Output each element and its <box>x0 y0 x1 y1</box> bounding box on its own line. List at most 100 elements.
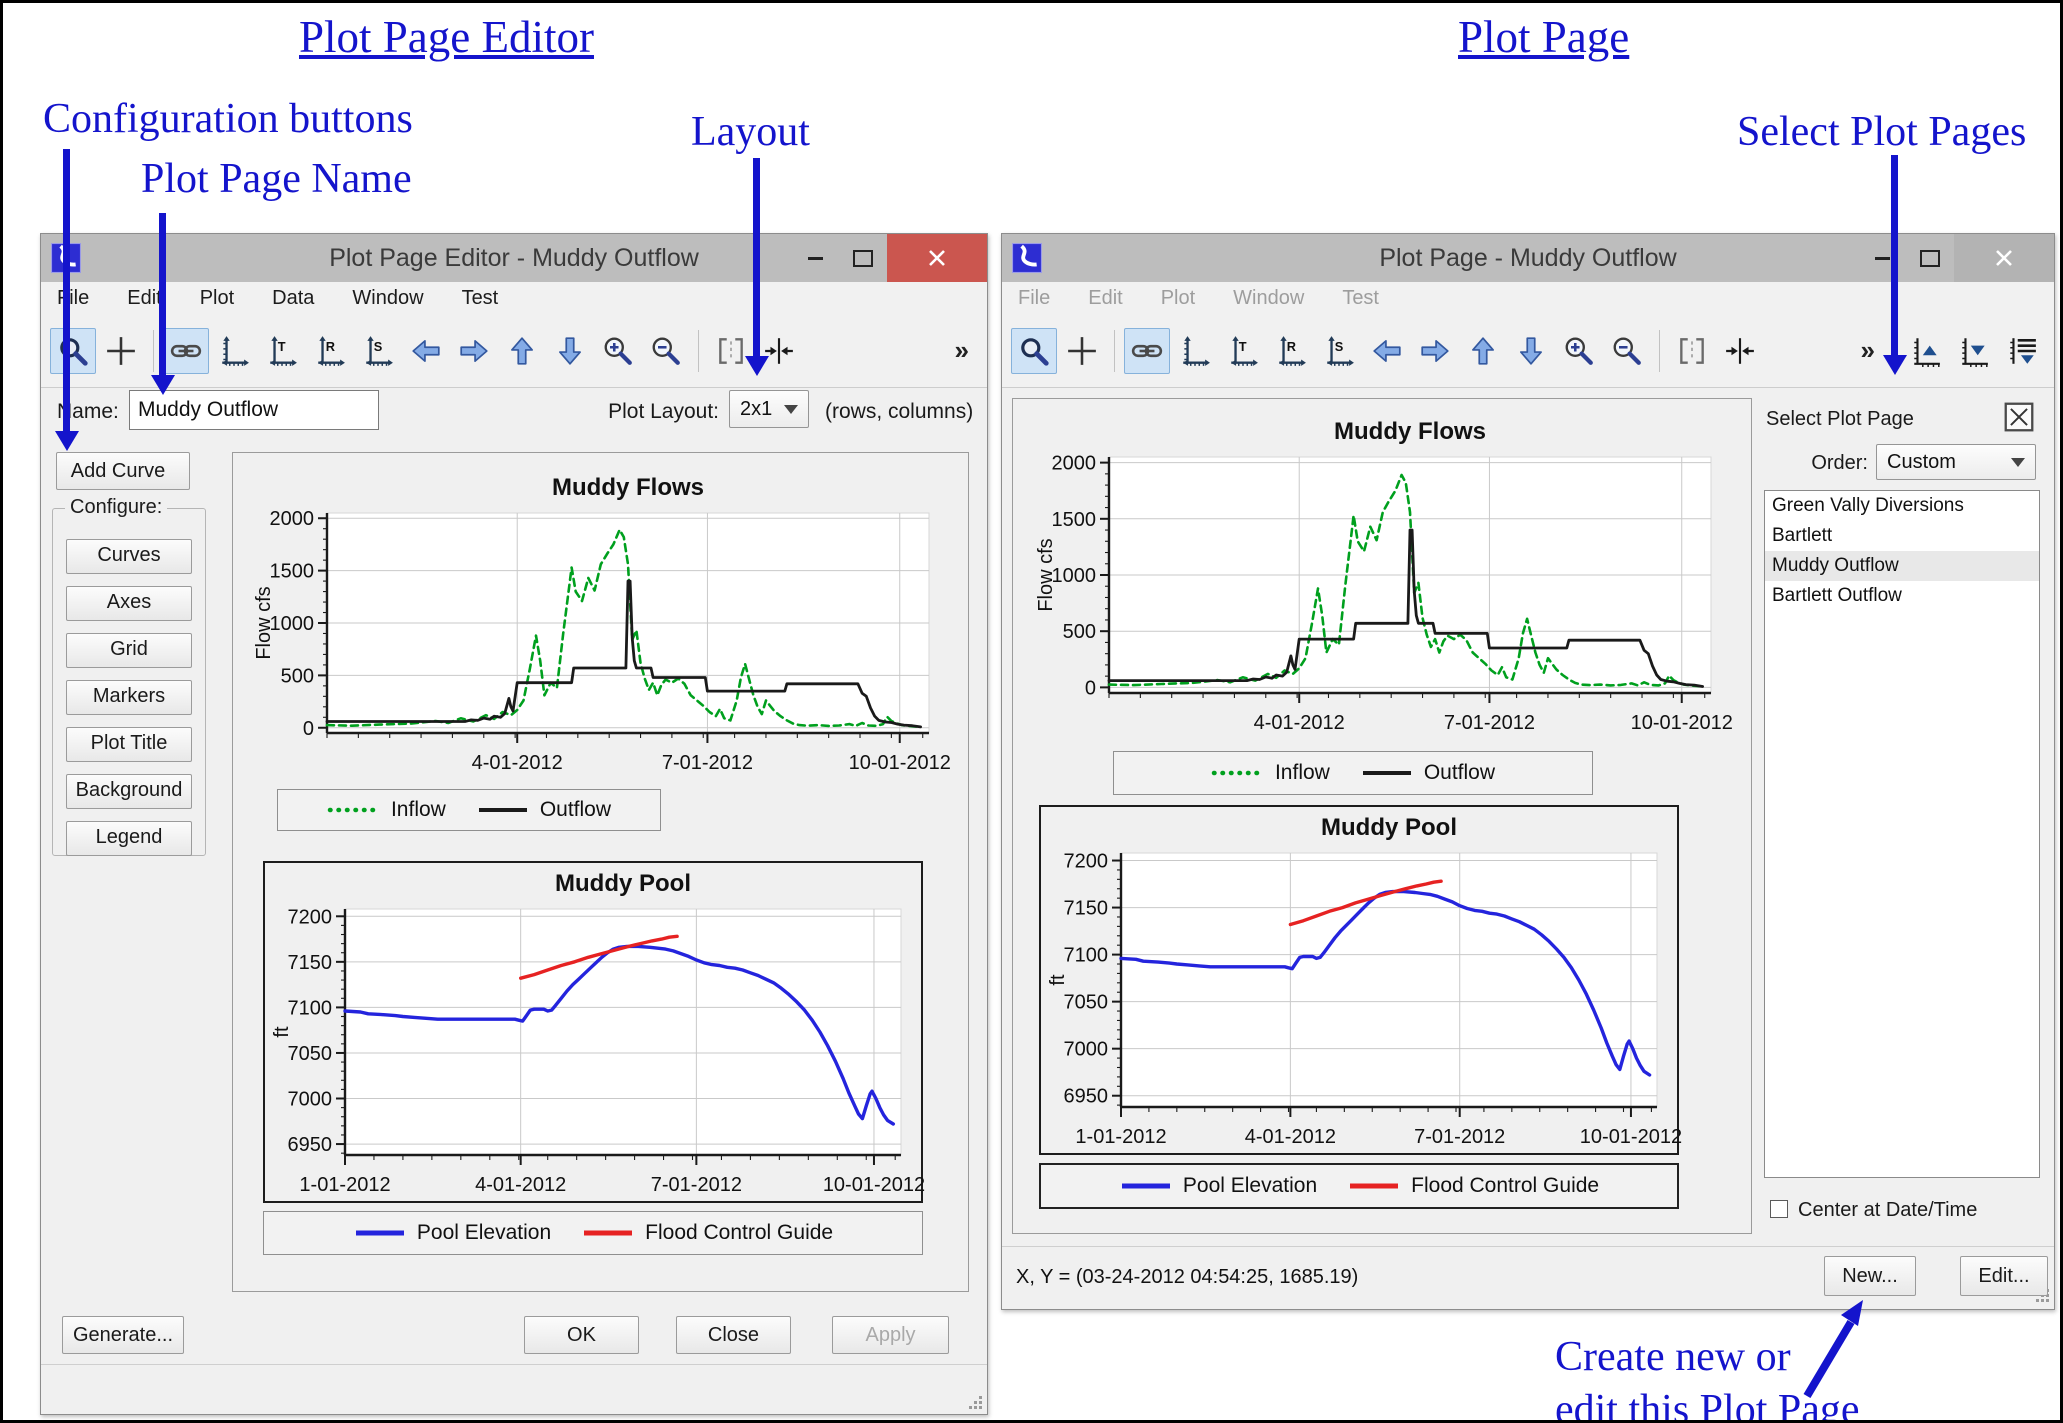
axis-scale-icon[interactable]: S <box>1316 328 1362 374</box>
config-curves-button[interactable]: Curves <box>66 539 192 574</box>
svg-text:4-01-2012: 4-01-2012 <box>1245 1126 1336 1148</box>
plot-page-item[interactable]: Bartlett <box>1772 525 1833 546</box>
pan-left-icon <box>1373 339 1401 362</box>
axis-time-icon[interactable]: T <box>1220 328 1266 374</box>
axis-range-icon[interactable]: R <box>307 328 353 374</box>
generate-button[interactable]: Generate... <box>62 1316 184 1354</box>
panel-close-button[interactable] <box>2004 402 2034 437</box>
close-button[interactable] <box>1954 234 2054 282</box>
toolbar-separator <box>698 329 699 372</box>
editor-titlebar[interactable]: Plot Page Editor - Muddy Outflow <box>41 234 987 283</box>
pan-right-icon[interactable] <box>1412 328 1458 374</box>
ok-button[interactable]: OK <box>524 1316 639 1354</box>
close-button[interactable] <box>887 234 987 282</box>
muddy-flows-chart[interactable]: 0 500 1000 1500 2000 4-01-2012 7-01-2012 10-01-… <box>1029 411 1733 739</box>
page-extents-icon[interactable] <box>708 328 754 374</box>
axis-range-icon[interactable]: R <box>1268 328 1314 374</box>
add-curve-button[interactable]: Add Curve <box>56 452 190 490</box>
fit-width-icon[interactable] <box>756 328 802 374</box>
axis-time-icon[interactable]: T <box>259 328 305 374</box>
close-box-icon <box>2004 402 2034 432</box>
axis-scale-icon[interactable]: S <box>355 328 401 374</box>
move-plot-up-icon[interactable] <box>1903 328 1949 374</box>
plot-order-list-icon[interactable] <box>1999 328 2045 374</box>
config-background-button[interactable]: Background <box>66 774 192 809</box>
center-at-datetime-checkbox[interactable] <box>1770 1200 1788 1218</box>
crosshair-icon[interactable] <box>1059 328 1105 374</box>
svg-text:Muddy Pool: Muddy Pool <box>1321 814 1457 841</box>
link-axes-icon[interactable] <box>163 327 209 374</box>
minimize-button[interactable] <box>1858 234 1906 282</box>
close-dialog-button[interactable]: Close <box>676 1316 791 1354</box>
pan-down-icon[interactable] <box>547 328 593 374</box>
menu-item-file[interactable]: File <box>57 286 90 309</box>
menu-item-window[interactable]: Window <box>352 286 424 309</box>
svg-text:1000: 1000 <box>1052 565 1097 587</box>
plot-layout-value: 2x1 <box>740 397 773 420</box>
zoom-out-icon[interactable] <box>1604 328 1650 374</box>
plot-page-item[interactable]: Muddy Outflow <box>1765 551 2039 581</box>
config-plot-title-button[interactable]: Plot Title <box>66 727 192 762</box>
menu-item-test[interactable]: Test <box>1342 286 1379 309</box>
config-axes-button[interactable]: Axes <box>66 586 192 621</box>
page-titlebar[interactable]: Plot Page - Muddy Outflow <box>1002 234 2054 283</box>
move-plot-down-icon[interactable] <box>1951 328 1997 374</box>
config-legend-button[interactable]: Legend <box>66 821 192 856</box>
axis-icon[interactable] <box>1172 328 1218 374</box>
chevron-down-icon <box>784 404 798 414</box>
maximize-button[interactable] <box>1906 234 1954 282</box>
menu-item-test[interactable]: Test <box>461 286 499 309</box>
pan-left-icon[interactable] <box>1364 328 1410 374</box>
arrow-to-new-button <box>1803 1300 1863 1399</box>
resize-grip[interactable] <box>967 1394 983 1410</box>
svg-text:500: 500 <box>281 665 314 687</box>
pointer-zoom-icon[interactable] <box>50 327 96 374</box>
pan-right-icon[interactable] <box>451 328 497 374</box>
config-markers-button[interactable]: Markers <box>66 680 192 715</box>
layout-label: Layout <box>691 109 810 155</box>
order-combo[interactable]: Custom <box>1876 444 2036 480</box>
fit-width-icon[interactable] <box>1717 328 1763 374</box>
pan-up-icon[interactable] <box>1460 328 1506 374</box>
pan-left-icon[interactable] <box>403 328 449 374</box>
muddy-pool-chart[interactable]: 6950 7000 7050 7100 7150 7200 1-01-2012 4-01-20… <box>1041 807 1682 1153</box>
crosshair-icon[interactable] <box>98 328 144 374</box>
svg-text:ft: ft <box>271 1026 293 1038</box>
plot-page-item[interactable]: Bartlett Outflow <box>1772 585 1902 606</box>
menu-item-edit[interactable]: Edit <box>1088 286 1123 309</box>
muddy-pool-chart[interactable]: 6950 7000 7050 7100 7150 7200 1-01-2012 4-01-20… <box>265 863 925 1201</box>
menu-item-plot[interactable]: Plot <box>1160 286 1196 309</box>
muddy-flows-chart[interactable]: 0 500 1000 1500 2000 4-01-2012 7-01-2012 10-01-… <box>247 467 951 779</box>
page-extents-icon[interactable] <box>1669 328 1715 374</box>
legend-swatch-icon <box>584 1230 633 1236</box>
maximize-button[interactable] <box>839 234 887 282</box>
menu-item-window[interactable]: Window <box>1233 286 1305 309</box>
pan-down-icon[interactable] <box>1508 328 1554 374</box>
menu-item-edit[interactable]: Edit <box>127 286 162 309</box>
menu-item-file[interactable]: File <box>1018 286 1051 309</box>
toolbar-overflow-chevron[interactable]: » <box>1860 335 1875 365</box>
page-extents-icon <box>719 337 743 364</box>
config-grid-button[interactable]: Grid <box>66 633 192 668</box>
axis-icon[interactable] <box>211 328 257 374</box>
plot-page-item[interactable]: Green Vally Diversions <box>1772 495 1964 516</box>
svg-text:R: R <box>326 339 335 354</box>
pan-up-icon[interactable] <box>499 328 545 374</box>
plot-layout-combo[interactable]: 2x1 <box>729 390 809 428</box>
link-axes-icon[interactable] <box>1124 327 1170 374</box>
zoom-out-icon[interactable] <box>643 328 689 374</box>
select-plot-page-title: Select Plot Page <box>1766 408 1914 430</box>
zoom-in-icon[interactable] <box>595 328 641 374</box>
legend-label: Flood Control Guide <box>1411 1174 1600 1197</box>
pointer-zoom-icon[interactable] <box>1011 327 1057 374</box>
name-input[interactable]: Muddy Outflow <box>129 390 379 430</box>
toolbar-overflow-chevron[interactable]: » <box>954 335 969 365</box>
edit-button[interactable]: Edit... <box>1960 1256 2048 1296</box>
new-button[interactable]: New... <box>1824 1256 1916 1296</box>
menu-item-data[interactable]: Data <box>272 286 315 309</box>
menu-item-plot[interactable]: Plot <box>199 286 235 309</box>
plot-page-window: Plot Page - Muddy Outflow File Edit Plot Wi… <box>1001 233 2055 1310</box>
minimize-button[interactable] <box>791 234 839 282</box>
zoom-in-icon[interactable] <box>1556 328 1602 374</box>
legend-item: Inflow <box>327 798 446 822</box>
